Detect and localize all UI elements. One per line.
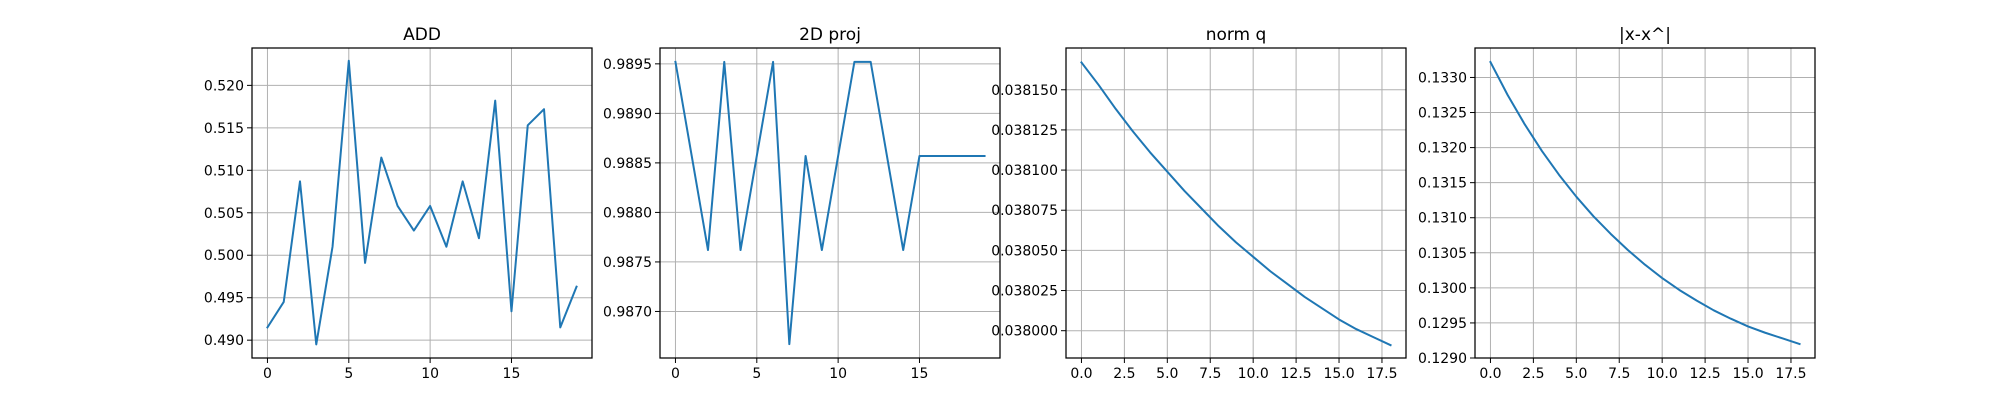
x-tick-label: 2.5 [1113,366,1135,382]
axes-frame [251,47,593,359]
y-tick-label: 0.1300 [1418,281,1467,297]
x-tick-label: 15.0 [1323,366,1354,382]
y-tick-label: 0.038075 [991,203,1058,219]
x-tick-label: 15 [503,366,521,382]
x-tick-label: 15 [911,366,929,382]
x-tick-label: 0 [671,366,680,382]
y-tick-label: 0.1330 [1418,70,1467,86]
y-tick-label: 0.500 [204,248,244,264]
x-tick-label: 0.0 [1479,366,1501,382]
y-tick-label: 0.1325 [1418,106,1467,122]
series-line [674,60,986,346]
x-tick-label: 5 [752,366,761,382]
y-tick-label: 0.1295 [1418,316,1467,332]
subplot-add: ADD 0 5 10 15 0.490 0.495 0.500 0.505 0.510 0.515… [204,25,593,382]
y-tick-label: 0.9885 [603,156,652,172]
y-tick-label: 0.510 [204,163,244,179]
x-tick-label: 17.5 [1775,366,1806,382]
y-tick-label: 0.038125 [991,123,1058,139]
series-line [1489,60,1801,346]
y-tick-label: 0.038150 [991,83,1058,99]
y-tick-label: 0.9875 [603,255,652,271]
subplot-title: norm q [1206,25,1267,45]
series-line [266,59,578,346]
x-tick-label: 5 [344,366,353,382]
y-tick-label: 0.9890 [603,106,652,122]
x-tick-label: 17.5 [1366,366,1397,382]
y-tick-label: 0.1320 [1418,141,1467,157]
subplot-2d-proj: 2D proj 0 5 10 15 0.9870 0.9875 0.9880 0.9885 0.… [603,25,1001,382]
subplot-x-error: |x-x^| 0.0 2.5 5.0 7.5 10.0 12.5 15.0 17.5 0.129… [1418,25,1816,382]
y-tick-label: 0.505 [204,206,244,222]
x-tick-label: 12.5 [1281,366,1312,382]
y-tick-label: 0.1290 [1418,351,1467,367]
x-tick-label: 7.5 [1199,366,1221,382]
x-tick-label: 12.5 [1690,366,1721,382]
x-tick-label: 15.0 [1732,366,1763,382]
y-tick-label: 0.038025 [991,284,1058,300]
x-tick-label: 5.0 [1565,366,1587,382]
subplot-norm-q: norm q 0.0 2.5 5.0 7.5 10.0 12.5 15.0 17.5 0.038… [991,25,1407,382]
subplot-title: 2D proj [799,25,861,45]
y-tick-label: 0.1305 [1418,246,1467,262]
x-tick-label: 10 [421,366,439,382]
y-tick-label: 0.038000 [991,324,1058,340]
y-tick-label: 0.9870 [603,304,652,320]
axes-frame [1065,47,1407,359]
y-tick-label: 0.520 [204,78,244,94]
axes-frame [659,47,1001,359]
y-tick-label: 0.490 [204,333,244,349]
x-tick-label: 10 [829,366,847,382]
y-tick-label: 0.1310 [1418,211,1467,227]
series-line [1080,61,1392,347]
x-tick-label: 0.0 [1070,366,1092,382]
x-tick-label: 10.0 [1238,366,1269,382]
y-tick-label: 0.038050 [991,243,1058,259]
x-tick-label: 5.0 [1156,366,1178,382]
y-tick-label: 0.1315 [1418,176,1467,192]
y-tick-label: 0.515 [204,121,244,137]
subplot-title: |x-x^| [1619,25,1671,45]
axes-frame [1474,47,1816,359]
x-tick-label: 2.5 [1522,366,1544,382]
y-tick-label: 0.495 [204,291,244,307]
y-tick-label: 0.9895 [603,57,652,73]
y-tick-label: 0.038100 [991,163,1058,179]
subplot-title: ADD [403,25,441,45]
x-tick-label: 10.0 [1647,366,1678,382]
x-tick-label: 7.5 [1608,366,1630,382]
y-tick-label: 0.9880 [603,205,652,221]
x-tick-label: 0 [263,366,272,382]
